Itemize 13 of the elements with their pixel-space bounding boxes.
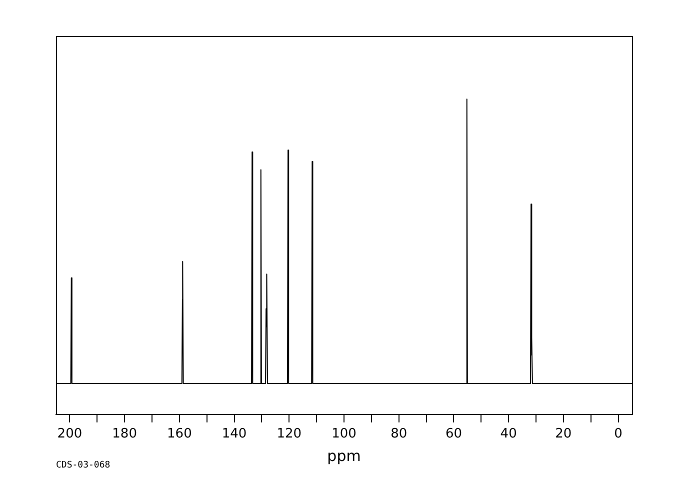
- x-tick-label: 120: [276, 426, 302, 442]
- x-tick-label: 40: [500, 426, 517, 442]
- x-tick-label: 100: [332, 426, 356, 442]
- x-tick-label: 60: [445, 426, 462, 442]
- x-tick-label: 200: [57, 426, 82, 442]
- x-tick-label: 20: [555, 426, 572, 442]
- x-tick-label: 140: [222, 426, 247, 442]
- x-tick-label: 80: [390, 426, 408, 442]
- x-axis-title: ppm: [327, 446, 361, 465]
- text: CDS-03-068: [56, 460, 110, 470]
- x-tick-label: 180: [112, 426, 137, 442]
- x-tick-label: 160: [167, 426, 192, 442]
- x-tick-label: 0: [614, 426, 622, 442]
